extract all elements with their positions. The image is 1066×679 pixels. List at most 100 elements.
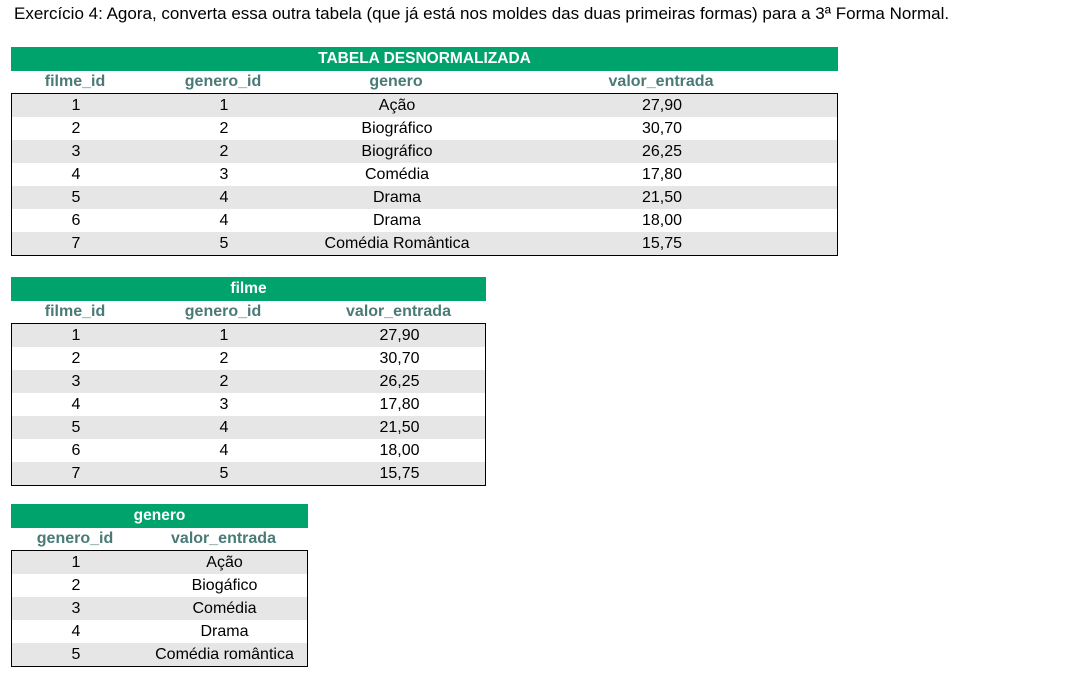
table-cell: 4 [219, 442, 229, 459]
table-cell: 18,00 [641, 212, 683, 229]
table-cell: 1 [219, 97, 229, 114]
table-cell: Ação [378, 97, 416, 114]
table-cell: 2 [219, 143, 229, 160]
column-header: filme_id [44, 73, 106, 90]
table-title: genero [11, 504, 308, 528]
table-row: 4 3 Comédia 17,80 [12, 163, 837, 186]
table-cell: 21,50 [379, 419, 420, 436]
table-cell: 17,80 [379, 396, 420, 413]
table-cell: 27,90 [641, 97, 683, 114]
table-cell: 2 [71, 577, 81, 594]
table-row: 3 Comédia [12, 597, 307, 620]
table-cell: 6 [71, 212, 81, 229]
table-cell: Comédia [192, 600, 257, 617]
table-row: 1 1 27,90 [12, 324, 485, 347]
table-cell: 30,70 [641, 120, 683, 137]
table-row: 1 Ação [12, 551, 307, 574]
table-title: filme [11, 277, 486, 301]
table-cell: 4 [219, 189, 229, 206]
table-header-row: genero_id valor_entrada [11, 528, 308, 550]
table-cell: 30,70 [379, 350, 420, 367]
table-cell: 5 [219, 465, 229, 482]
table-cell: 26,25 [379, 373, 420, 390]
table-cell: 1 [71, 97, 81, 114]
table-row: 7 5 15,75 [12, 462, 485, 485]
table-cell: 3 [71, 373, 81, 390]
table-cell: Biogáfico [191, 577, 258, 594]
table-cell: 5 [71, 419, 81, 436]
table-body: 1 1 27,90 2 2 30,70 3 2 26,25 4 3 17,80 5 4 21,50 6 4 18,… [11, 323, 486, 486]
table-cell: 3 [219, 166, 229, 183]
table-cell: 2 [219, 120, 229, 137]
table-cell: 1 [71, 327, 81, 344]
table-title: TABELA DESNORMALIZADA [11, 47, 838, 71]
table-cell: 2 [71, 120, 81, 137]
table-row: 4 Drama [12, 620, 307, 643]
table-row: 2 2 30,70 [12, 347, 485, 370]
table-row: 7 5 Comédia Romântica 15,75 [12, 232, 837, 255]
table-cell: Biográfico [361, 120, 433, 137]
table-cell: Drama [200, 623, 249, 640]
table-cell: 3 [71, 600, 81, 617]
table-body: 1 1 Ação 27,90 2 2 Biográfico 30,70 3 2 Biográfico… [11, 93, 838, 256]
table-row: 2 2 Biográfico 30,70 [12, 117, 837, 140]
table-row: 3 2 Biográfico 26,25 [12, 140, 837, 163]
table-cell: 5 [71, 189, 81, 206]
table-cell: 7 [71, 465, 81, 482]
column-header: filme_id [44, 303, 106, 320]
table-cell: Biográfico [361, 143, 433, 160]
table-cell: 3 [219, 396, 229, 413]
table-cell: 15,75 [641, 235, 683, 252]
column-header: genero [369, 73, 423, 90]
table-row: 5 4 Drama 21,50 [12, 186, 837, 209]
table-cell: 4 [219, 419, 229, 436]
table-header-row: filme_id genero_id valor_entrada [11, 301, 486, 323]
column-header: valor_entrada [171, 530, 276, 547]
table-row: 4 3 17,80 [12, 393, 485, 416]
table-cell: 6 [71, 442, 81, 459]
table-cell: Ação [206, 554, 243, 571]
table-body: 1 Ação 2 Biogáfico 3 Comédia 4 Drama 5 Comédia ro… [11, 550, 308, 667]
table-cell: Drama [372, 212, 421, 229]
table-row: 6 4 18,00 [12, 439, 485, 462]
column-header: valor_entrada [608, 73, 714, 90]
table-row: 1 1 Ação 27,90 [12, 94, 837, 117]
table-row: 2 Biogáfico [12, 574, 307, 597]
table-cell: 4 [71, 396, 81, 413]
filme-table: filme filme_id genero_id valor_entrada 1 1 27,… [11, 277, 486, 486]
column-header: genero_id [184, 303, 262, 320]
table-cell: 5 [219, 235, 229, 252]
table-header-row: filme_id genero_id genero valor_entrada [11, 71, 838, 93]
table-cell: 4 [71, 166, 81, 183]
genero-table: genero genero_id valor_entrada 1 Ação 2 Biogáf… [11, 504, 308, 667]
table-cell: 17,80 [641, 166, 683, 183]
table-cell: 15,75 [379, 465, 420, 482]
table-cell: 4 [219, 212, 229, 229]
column-header: genero_id [36, 530, 114, 547]
denormalized-table: TABELA DESNORMALIZADA filme_id genero_id ge… [11, 47, 838, 256]
table-row: 6 4 Drama 18,00 [12, 209, 837, 232]
table-cell: 2 [219, 373, 229, 390]
table-cell: Drama [372, 189, 421, 206]
table-cell: 2 [71, 350, 81, 367]
table-cell: 1 [219, 327, 229, 344]
table-cell: 5 [71, 646, 81, 663]
column-header: valor_entrada [346, 303, 451, 320]
table-cell: 18,00 [379, 442, 420, 459]
table-cell: Comédia [364, 166, 430, 183]
table-cell: 26,25 [641, 143, 683, 160]
table-row: 5 4 21,50 [12, 416, 485, 439]
column-header: genero_id [184, 73, 262, 90]
table-row: 3 2 26,25 [12, 370, 485, 393]
table-cell: 1 [71, 554, 81, 571]
table-cell: 7 [71, 235, 81, 252]
table-cell: Comédia romântica [155, 646, 294, 663]
table-cell: 3 [71, 143, 81, 160]
table-row: 5 Comédia romântica [12, 643, 307, 666]
table-cell: 21,50 [641, 189, 683, 206]
table-cell: Comédia Romântica [324, 235, 470, 252]
table-cell: 2 [219, 350, 229, 367]
table-cell: 4 [71, 623, 81, 640]
table-cell: 27,90 [379, 327, 420, 344]
exercise-title: Exercício 4: Agora, converta essa outra … [14, 4, 950, 23]
